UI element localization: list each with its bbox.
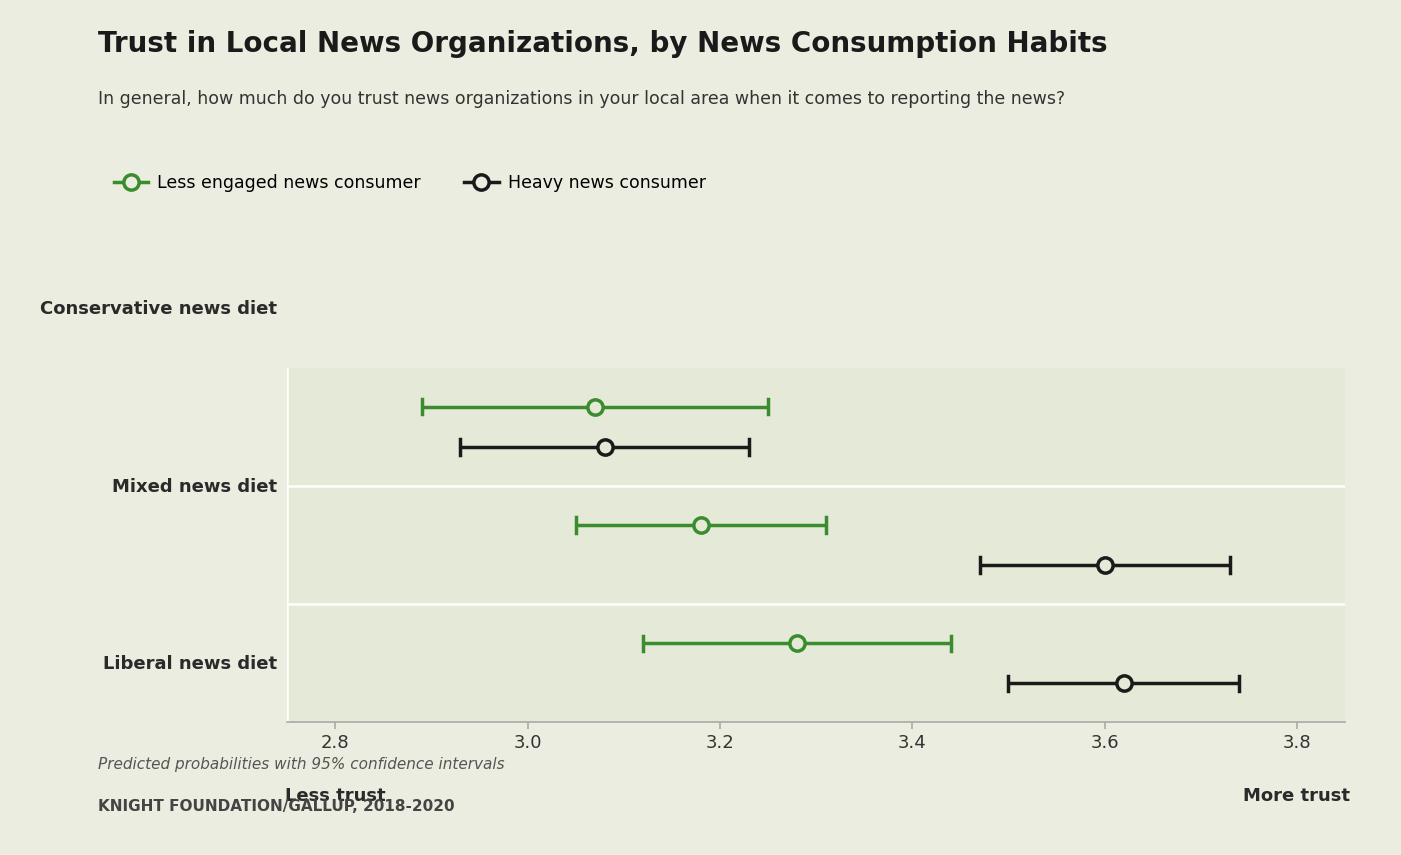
Text: More trust: More trust [1243, 787, 1351, 805]
Text: Mixed news diet: Mixed news diet [112, 477, 277, 496]
Text: Less trust: Less trust [284, 787, 385, 805]
Text: Predicted probabilities with 95% confidence intervals: Predicted probabilities with 95% confide… [98, 757, 504, 772]
Text: KNIGHT FOUNDATION/GALLUP, 2018-2020: KNIGHT FOUNDATION/GALLUP, 2018-2020 [98, 799, 455, 815]
Text: In general, how much do you trust news organizations in your local area when it : In general, how much do you trust news o… [98, 90, 1065, 108]
Legend: Less engaged news consumer, Heavy news consumer: Less engaged news consumer, Heavy news c… [106, 167, 713, 198]
Text: Liberal news diet: Liberal news diet [104, 655, 277, 673]
Text: Trust in Local News Organizations, by News Consumption Habits: Trust in Local News Organizations, by Ne… [98, 30, 1108, 58]
Text: Conservative news diet: Conservative news diet [41, 300, 277, 318]
